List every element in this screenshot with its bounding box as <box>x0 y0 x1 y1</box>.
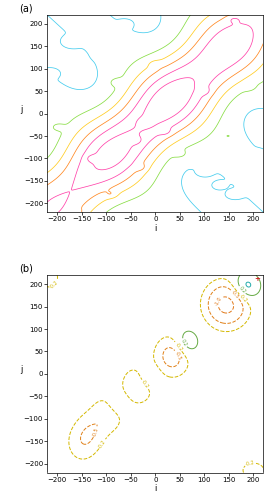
Text: -0.5: -0.5 <box>92 426 99 437</box>
X-axis label: i: i <box>154 224 156 233</box>
Text: -0.5: -0.5 <box>230 289 240 300</box>
Text: 0.2: 0.2 <box>238 286 247 294</box>
Text: -0.2: -0.2 <box>245 460 255 467</box>
Text: -0.2: -0.2 <box>140 379 150 390</box>
Y-axis label: j: j <box>20 365 22 374</box>
Text: -0.2: -0.2 <box>238 293 248 304</box>
Y-axis label: j: j <box>20 104 22 114</box>
Text: -0.2: -0.2 <box>174 341 183 352</box>
Text: -0.2: -0.2 <box>97 438 107 449</box>
Text: -0.5: -0.5 <box>174 350 182 360</box>
Text: -1.0: -1.0 <box>215 296 224 306</box>
Text: +: + <box>254 276 260 282</box>
Text: -0.2: -0.2 <box>49 280 60 290</box>
Text: 0.2: 0.2 <box>180 338 188 347</box>
Text: (b): (b) <box>19 264 33 274</box>
X-axis label: i: i <box>154 484 156 493</box>
Text: (a): (a) <box>19 3 33 13</box>
